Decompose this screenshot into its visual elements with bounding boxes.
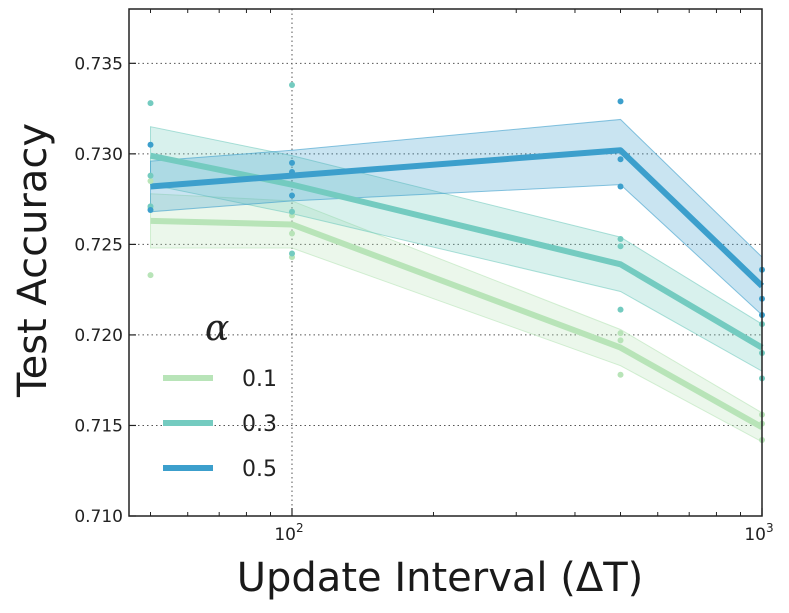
data-point [617,243,624,250]
scatter-points [147,82,765,443]
y-tick-label: 0.720 [74,326,123,346]
plot-frame [128,8,763,517]
data-point [617,235,624,242]
y-tick-label: 0.730 [74,145,123,165]
data-point [147,100,154,107]
data-point [147,178,154,185]
data-point [617,330,624,337]
axis-ticks: 0.710 0.715 0.720 0.725 0.730 0.735 102 103 [74,9,774,545]
x-axis-label: Update Interval (ΔT) [237,555,643,601]
y-tick-label: 0.710 [74,507,123,527]
legend-label-0.3: 0.3 [242,412,277,437]
y-tick-label: 0.715 [74,416,123,436]
data-point [617,98,624,105]
data-point [617,156,624,163]
data-point [288,250,295,257]
data-point [288,82,295,89]
series-lines [149,147,765,430]
confidence-bands [150,118,763,443]
x-tick-label: 102 [274,521,303,545]
data-point [288,159,295,166]
series-line-0.3 [149,152,764,351]
data-point [617,183,624,190]
data-point [147,206,154,213]
series-line-0.1 [150,217,764,430]
data-point [288,208,295,215]
x-tick-label: 103 [744,521,773,545]
legend: α 0.1 0.3 0.5 [163,308,277,482]
data-point [147,172,154,179]
legend-label-0.1: 0.1 [242,367,277,392]
y-axis-label: Test Accuracy [10,123,56,398]
data-point [147,272,154,279]
data-point [617,371,624,378]
data-point [288,230,295,237]
data-point [288,192,295,199]
data-point [288,168,295,175]
legend-title: α [205,308,229,349]
data-point [147,141,154,148]
series-line-0.5 [150,147,765,289]
y-tick-label: 0.725 [74,235,123,255]
data-point [617,337,624,344]
legend-label-0.5: 0.5 [242,457,277,482]
y-tick-label: 0.735 [74,54,123,74]
data-point [617,306,624,313]
